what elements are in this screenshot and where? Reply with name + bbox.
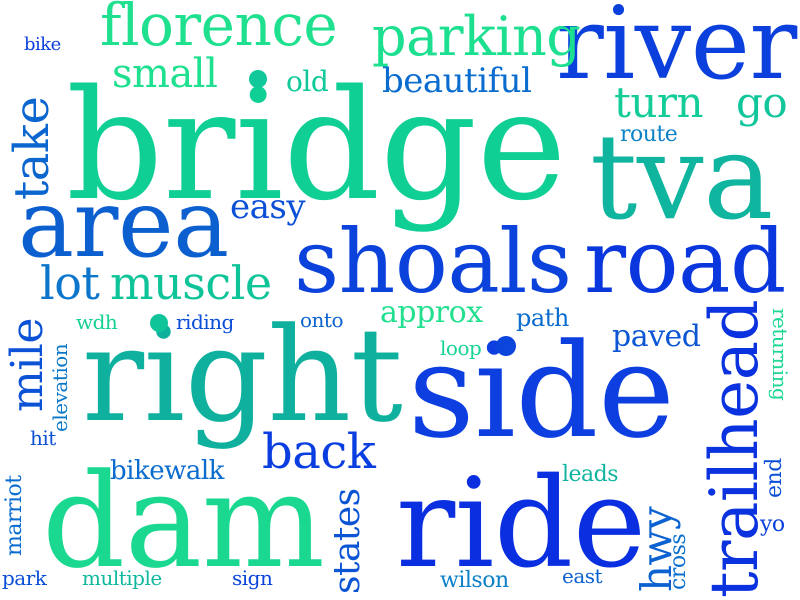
word-elevation: elevation bbox=[48, 343, 72, 432]
word-wdh: wdh bbox=[76, 310, 118, 334]
word-paved: paved bbox=[612, 319, 701, 354]
word-old: old bbox=[286, 65, 329, 98]
word-turn: turn bbox=[614, 78, 704, 127]
word-back: back bbox=[262, 424, 376, 480]
word-returning: returning bbox=[768, 308, 792, 401]
word-parking: parking bbox=[372, 5, 581, 68]
word-beautiful: beautiful bbox=[382, 61, 532, 101]
word-go: go bbox=[736, 78, 788, 127]
word-end: end bbox=[762, 458, 787, 498]
word-leads: leads bbox=[562, 462, 619, 487]
word-side: side bbox=[408, 315, 675, 467]
word-tva: tva bbox=[590, 108, 773, 246]
word-right: right bbox=[82, 299, 403, 451]
dot bbox=[496, 336, 516, 356]
word-hit: hit bbox=[30, 426, 56, 450]
word-small: small bbox=[112, 51, 218, 97]
word-road: road bbox=[584, 210, 786, 313]
word-lot: lot bbox=[40, 256, 100, 310]
word-states: states bbox=[327, 488, 368, 594]
word-dam: dam bbox=[42, 445, 325, 597]
word-shoals: shoals bbox=[294, 210, 572, 313]
word-cross: cross bbox=[666, 533, 691, 590]
word-route: route bbox=[620, 122, 678, 147]
word-mile: mile bbox=[2, 318, 53, 412]
word-east: east bbox=[562, 564, 603, 588]
word-bikewalk: bikewalk bbox=[110, 456, 224, 486]
word-path: path bbox=[516, 304, 569, 332]
word-easy: easy bbox=[230, 187, 306, 227]
word-sign: sign bbox=[232, 566, 273, 590]
word-ride: ride bbox=[396, 452, 646, 596]
word-park: park bbox=[2, 566, 47, 590]
word-river: river bbox=[556, 0, 797, 102]
dot bbox=[150, 314, 168, 332]
word-bike: bike bbox=[24, 34, 61, 55]
word-loop: loop bbox=[440, 336, 482, 360]
word-riding: riding bbox=[176, 310, 234, 334]
word-wilson: wilson bbox=[440, 568, 509, 593]
word-trailhead: trailhead bbox=[696, 299, 773, 598]
word-marriot: marriot bbox=[2, 475, 27, 556]
word-muscle: muscle bbox=[110, 256, 272, 310]
word-onto: onto bbox=[300, 308, 344, 332]
word-take: take bbox=[4, 96, 60, 200]
word-approx: approx bbox=[380, 295, 483, 330]
word-area: area bbox=[18, 170, 229, 279]
word-florence: florence bbox=[100, 0, 338, 59]
word-bridge: bridge bbox=[66, 57, 567, 234]
word-yo: yo bbox=[760, 512, 785, 537]
word-multiple: multiple bbox=[82, 566, 162, 590]
dot bbox=[249, 70, 267, 88]
